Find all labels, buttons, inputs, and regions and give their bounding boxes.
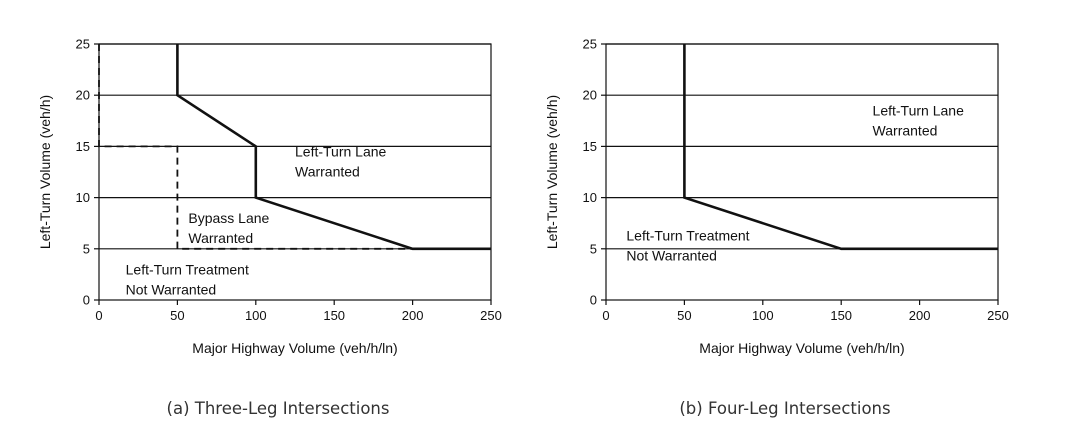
- x-tick-label: 200: [909, 308, 931, 323]
- y-tick-label: 0: [590, 293, 597, 308]
- x-tick-label: 0: [602, 308, 609, 323]
- x-tick-label: 200: [402, 308, 424, 323]
- y-tick-label: 20: [76, 88, 90, 103]
- solid-boundary-line: [683, 44, 998, 251]
- y-tick-label: 15: [583, 139, 597, 154]
- plot-frame: [98, 43, 492, 301]
- x-tick-label: 250: [987, 308, 1009, 323]
- x-axis-label: Major Highway Volume (veh/h/ln): [192, 340, 397, 356]
- x-tick-label: 100: [245, 308, 267, 323]
- x-tick-label: 50: [170, 308, 184, 323]
- solid-boundary-line: [176, 44, 491, 251]
- x-tick-label: 100: [752, 308, 774, 323]
- y-axis-label: Left-Turn Volume (veh/h): [37, 95, 53, 249]
- region-label: Bypass Lane Warranted: [188, 210, 269, 246]
- x-axis-label: Major Highway Volume (veh/h/ln): [699, 340, 904, 356]
- y-tick-label: 5: [590, 241, 597, 256]
- x-tick-label: 0: [95, 308, 102, 323]
- dashed-boundary-line: [98, 44, 413, 250]
- region-label: Left-Turn Treatment Not Warranted: [626, 228, 749, 264]
- y-tick-label: 25: [583, 37, 597, 52]
- y-tick-label: 10: [583, 190, 597, 205]
- x-tick-label: 250: [480, 308, 502, 323]
- y-tick-label: 15: [76, 139, 90, 154]
- y-tick-label: 5: [83, 241, 90, 256]
- y-tick-label: 25: [76, 37, 90, 52]
- panel-caption: (a) Three-Leg Intersections: [167, 399, 390, 418]
- plot-frame: [605, 43, 999, 301]
- x-tick-label: 50: [677, 308, 691, 323]
- y-tick-label: 0: [83, 293, 90, 308]
- y-axis-label: Left-Turn Volume (veh/h): [544, 95, 560, 249]
- region-label: Left-Turn Treatment Not Warranted: [126, 261, 249, 297]
- panel-caption: (b) Four-Leg Intersections: [679, 399, 890, 418]
- y-tick-label: 10: [76, 190, 90, 205]
- region-label: Left-Turn Lane Warranted: [295, 144, 387, 180]
- region-label: Left-Turn Lane Warranted: [873, 103, 965, 139]
- x-tick-label: 150: [323, 308, 345, 323]
- y-tick-label: 20: [583, 88, 597, 103]
- x-tick-label: 150: [830, 308, 852, 323]
